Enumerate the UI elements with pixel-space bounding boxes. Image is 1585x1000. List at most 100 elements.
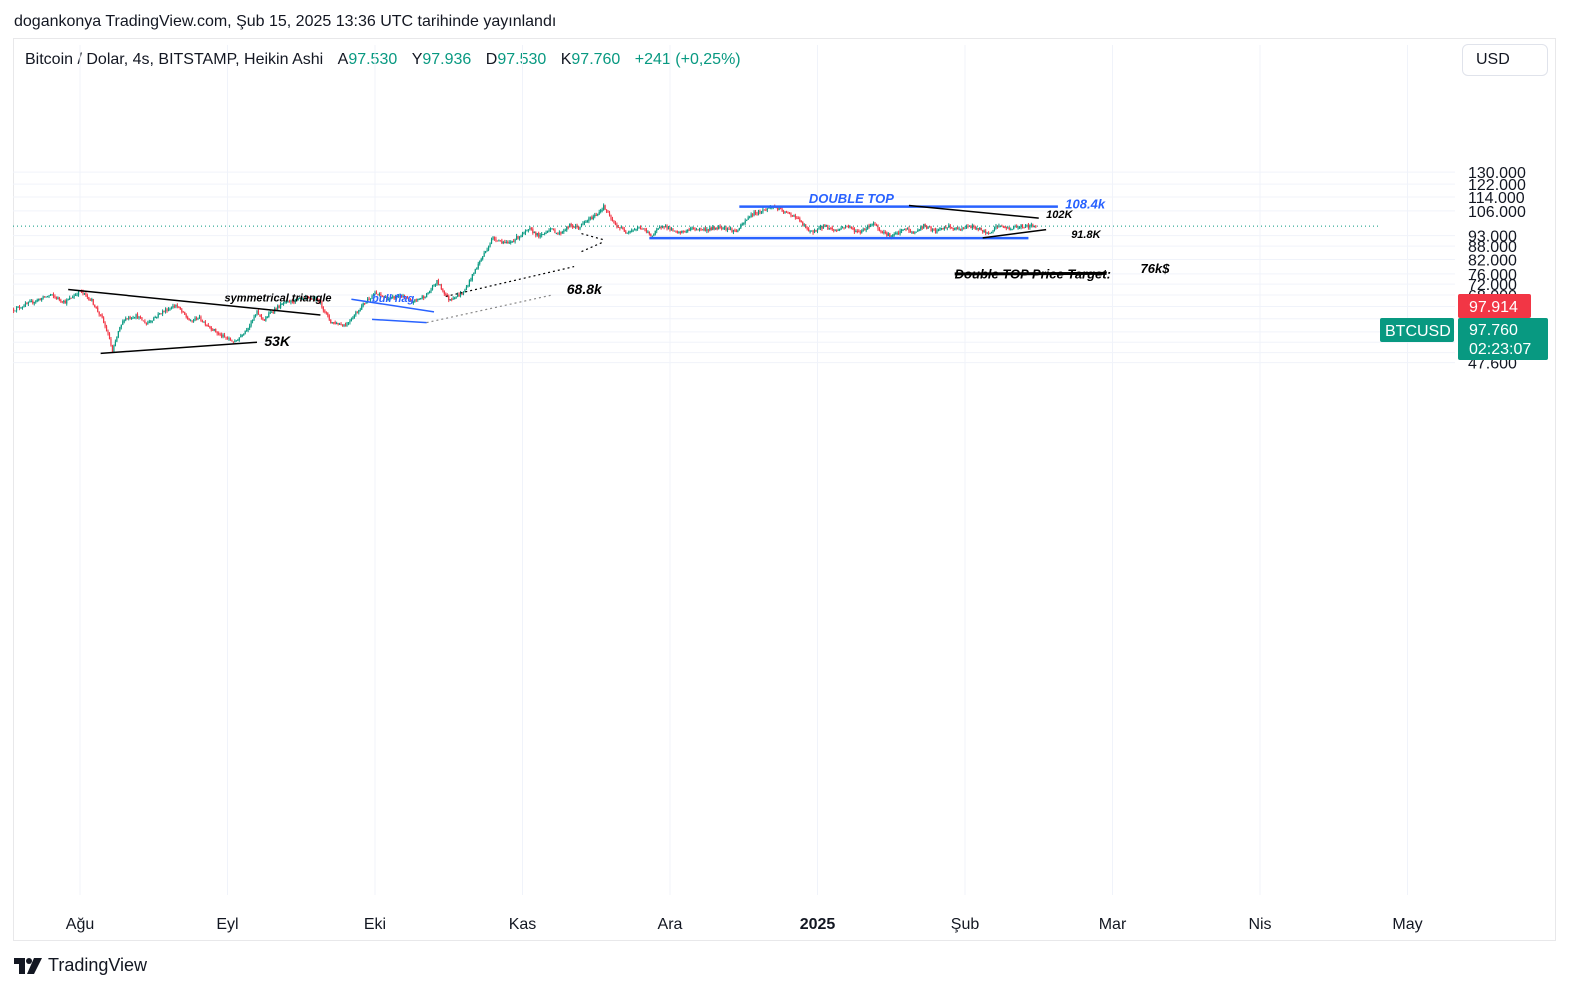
candle-body	[240, 335, 242, 338]
currency-button[interactable]: USD	[1462, 44, 1548, 76]
tradingview-logo[interactable]: TradingView	[14, 955, 147, 976]
candle-body	[176, 305, 178, 307]
candle-body	[784, 211, 786, 213]
candle-body	[544, 232, 546, 235]
candle-body	[846, 226, 848, 228]
candle-body	[76, 294, 78, 296]
candle-body	[567, 226, 569, 228]
candle-body	[247, 328, 249, 331]
candle-body	[278, 305, 280, 308]
candle-body	[988, 232, 990, 234]
candle-body	[778, 207, 780, 210]
candle-body	[324, 310, 326, 313]
candle-body	[645, 229, 647, 232]
candle-body	[487, 246, 490, 250]
candle-body	[61, 301, 63, 303]
candle-body	[339, 323, 341, 325]
candle-body	[436, 280, 438, 285]
candle-body	[147, 322, 149, 324]
candle-body	[371, 295, 373, 299]
candle-body	[389, 298, 391, 300]
candle-body	[319, 301, 322, 303]
candle-body	[631, 230, 633, 232]
candle-body	[980, 227, 982, 231]
candle-body	[582, 223, 584, 225]
candle-body	[132, 317, 134, 319]
candle-body	[993, 228, 996, 231]
candle-body	[940, 228, 942, 230]
symbol-title[interactable]: Bitcoin / Dolar, 4s, BITSTAMP, Heikin As…	[25, 51, 324, 68]
candle-body	[312, 298, 314, 300]
candle-body	[465, 286, 468, 290]
candle-body	[243, 333, 245, 336]
candle-body	[629, 230, 631, 232]
candle-body	[728, 228, 730, 230]
candle-body	[780, 207, 782, 209]
candle-body	[815, 230, 817, 232]
candle-body	[333, 322, 335, 324]
candle-body	[912, 231, 914, 234]
candle-body	[898, 232, 900, 234]
candle-body	[872, 223, 875, 225]
candle-body	[923, 224, 925, 229]
candle-body	[97, 307, 99, 312]
candle-body	[365, 301, 367, 304]
candle-body	[992, 230, 994, 232]
candle-body	[591, 217, 593, 220]
candle-body	[883, 232, 885, 234]
candle-body	[749, 217, 751, 219]
candle-body	[424, 297, 426, 299]
candle-body	[871, 223, 873, 226]
candle-body	[616, 224, 618, 227]
candle-body	[459, 293, 462, 296]
candle-body	[946, 227, 948, 229]
candle-body	[458, 294, 460, 296]
candle-body	[386, 296, 388, 300]
candle-body	[39, 299, 41, 301]
close-value: 97.760	[571, 51, 621, 68]
candle-body	[63, 300, 65, 303]
candle-body	[684, 231, 686, 233]
candle-body	[1005, 227, 1007, 229]
candle-body	[605, 209, 608, 212]
candle-body	[74, 294, 77, 296]
candle-body	[604, 205, 606, 210]
open-label: A	[337, 51, 349, 68]
candle-body	[116, 336, 118, 342]
candle-body	[498, 240, 500, 242]
y-tick-label: 106.000	[1468, 204, 1526, 221]
candle-body	[589, 217, 591, 219]
candle-body	[895, 233, 897, 235]
candle-body	[608, 212, 611, 216]
candle-body	[850, 226, 853, 229]
candle-body	[350, 319, 352, 322]
candle-body	[209, 326, 211, 328]
candle-body	[704, 228, 706, 231]
candle-body	[254, 314, 257, 317]
candle-body	[145, 323, 147, 325]
candle-body	[648, 231, 650, 234]
candle-body	[138, 316, 140, 319]
candle-body	[893, 234, 895, 236]
candle-body	[986, 232, 988, 234]
candle-body	[859, 231, 861, 233]
candle-body	[225, 336, 227, 338]
candle-body	[639, 227, 642, 229]
triangle-upper-line	[68, 288, 321, 316]
candle-body	[557, 233, 559, 235]
tradingview-logo-icon	[14, 957, 42, 974]
candle-body	[167, 309, 170, 312]
candle-body	[349, 321, 351, 323]
last-price-label: 97.760	[1469, 322, 1518, 339]
candle-body	[433, 285, 435, 287]
candle-body	[920, 227, 922, 230]
annotation-91-8k: 91.8K	[1071, 229, 1101, 241]
candle-body	[207, 325, 209, 327]
candle-body	[313, 298, 316, 301]
x-tick-label: Şub	[951, 916, 980, 933]
candle-body	[970, 225, 972, 229]
candle-body	[710, 227, 712, 230]
candle-body	[159, 313, 161, 315]
candle-body	[328, 315, 330, 320]
